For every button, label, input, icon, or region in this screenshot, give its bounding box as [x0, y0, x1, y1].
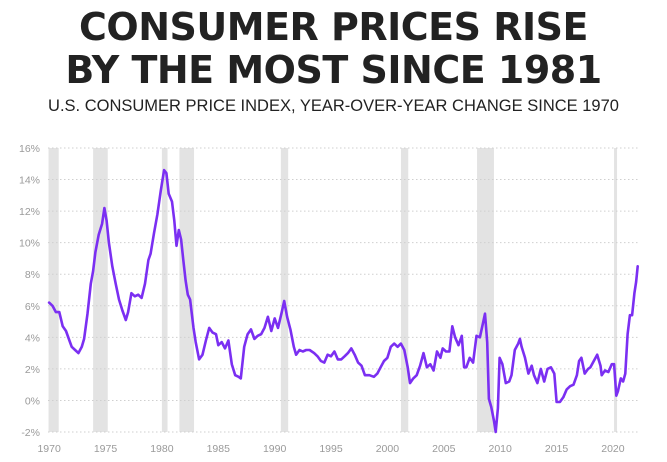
cpi-series	[47, 168, 639, 434]
recession-band-1	[48, 148, 59, 432]
x-tick-label-1975: 1975	[94, 443, 118, 455]
x-tick-label-2020: 2020	[601, 443, 625, 455]
chart-title-line-2: BY THE MOST SINCE 1981	[65, 48, 602, 92]
recession-bands	[48, 148, 618, 432]
x-tick-label-2000: 2000	[376, 443, 400, 455]
chart-title: CONSUMER PRICES RISE BY THE MOST SINCE 1…	[0, 6, 667, 92]
x-tick-label-1995: 1995	[319, 443, 343, 455]
y-tick-label-6: 6%	[25, 301, 40, 313]
y-tick-label-10: 10%	[19, 238, 40, 250]
chart-subtitle: U.S. CONSUMER PRICE INDEX, YEAR-OVER-YEA…	[48, 97, 619, 115]
y-tick-label-16: 16%	[19, 143, 40, 155]
x-tick-label-1990: 1990	[263, 443, 287, 455]
y-tick-label-14: 14%	[19, 175, 40, 187]
recession-band-2	[93, 148, 108, 432]
recession-band-5	[280, 148, 289, 432]
y-tick-label-8: 8%	[25, 269, 40, 281]
chart-title-line-1: CONSUMER PRICES RISE	[79, 5, 588, 49]
y-tick-label-12: 12%	[19, 206, 40, 218]
recession-band-3	[161, 148, 168, 432]
y-tick-label-0: 0%	[25, 395, 40, 407]
y-tick-label-4: 4%	[25, 332, 40, 344]
y-tick-label-2: 2%	[25, 364, 40, 376]
cpi-line-1	[47, 168, 639, 434]
y-tick-label--2: -2%	[21, 427, 40, 439]
x-axis-ticks: 1970 1975 1980 1985 1990 1995 2000 2005 2010 2015…	[37, 443, 624, 455]
recession-band-6	[400, 148, 409, 432]
x-tick-label-2005: 2005	[432, 443, 456, 455]
y-axis-ticks: -2% 0% 2% 4% 6% 8% 10% 12% 14% 16%	[19, 143, 40, 439]
recession-band-7	[477, 148, 494, 432]
x-tick-label-1970: 1970	[37, 443, 61, 455]
x-tick-label-1985: 1985	[207, 443, 231, 455]
gridlines	[48, 147, 640, 433]
x-tick-label-2010: 2010	[488, 443, 512, 455]
x-tick-label-1980: 1980	[150, 443, 174, 455]
recession-band-8	[614, 148, 618, 432]
x-tick-label-2015: 2015	[545, 443, 569, 455]
